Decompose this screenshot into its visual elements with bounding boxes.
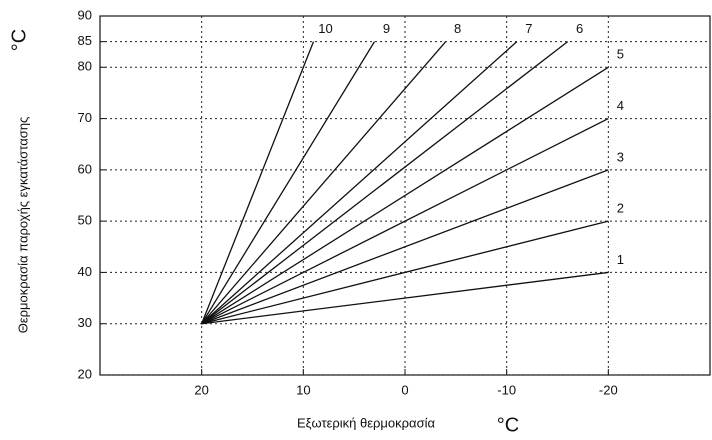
x-tick-label: -10 bbox=[497, 382, 516, 397]
y-tick-label: 50 bbox=[78, 213, 92, 228]
curve bbox=[201, 169, 609, 325]
curve bbox=[201, 41, 569, 325]
curve bbox=[201, 66, 609, 325]
y-tick-label: 40 bbox=[78, 264, 92, 279]
curve-label: 6 bbox=[576, 21, 583, 36]
curve bbox=[201, 220, 609, 325]
x-tick-label: 0 bbox=[401, 382, 408, 397]
y-tick-label: 60 bbox=[78, 161, 92, 176]
curve bbox=[201, 117, 609, 325]
y-tick-label: 20 bbox=[78, 366, 92, 381]
x-tick-label: 20 bbox=[194, 382, 208, 397]
curve-label: 9 bbox=[383, 21, 390, 36]
x-axis-label: Εξωτερική θερμοκρασία bbox=[297, 415, 435, 430]
y-tick-label: 70 bbox=[78, 110, 92, 125]
curve-label: 1 bbox=[617, 252, 624, 267]
curve-label: 5 bbox=[617, 47, 624, 62]
x-tick-label: 10 bbox=[296, 382, 310, 397]
curve-label: 2 bbox=[617, 201, 624, 216]
curve-label: 8 bbox=[454, 21, 461, 36]
curve bbox=[201, 41, 315, 324]
curve-label: 7 bbox=[525, 21, 532, 36]
y-tick-label: 85 bbox=[78, 33, 92, 48]
curve-label: 4 bbox=[617, 98, 624, 113]
curve bbox=[201, 41, 376, 325]
x-unit: °C bbox=[497, 414, 519, 436]
y-tick-label: 80 bbox=[78, 59, 92, 74]
y-axis-label: Θερμοκρασία παροχής εγκατάστασης bbox=[15, 117, 30, 334]
curve-label: 10 bbox=[318, 21, 332, 36]
curve bbox=[201, 41, 447, 325]
y-tick-label: 90 bbox=[78, 7, 92, 22]
y-tick-label: 30 bbox=[78, 315, 92, 330]
x-tick-label: -20 bbox=[599, 382, 618, 397]
curve bbox=[201, 41, 518, 325]
y-unit: °C bbox=[8, 29, 30, 51]
curve bbox=[201, 271, 609, 325]
curve-label: 3 bbox=[617, 149, 624, 164]
